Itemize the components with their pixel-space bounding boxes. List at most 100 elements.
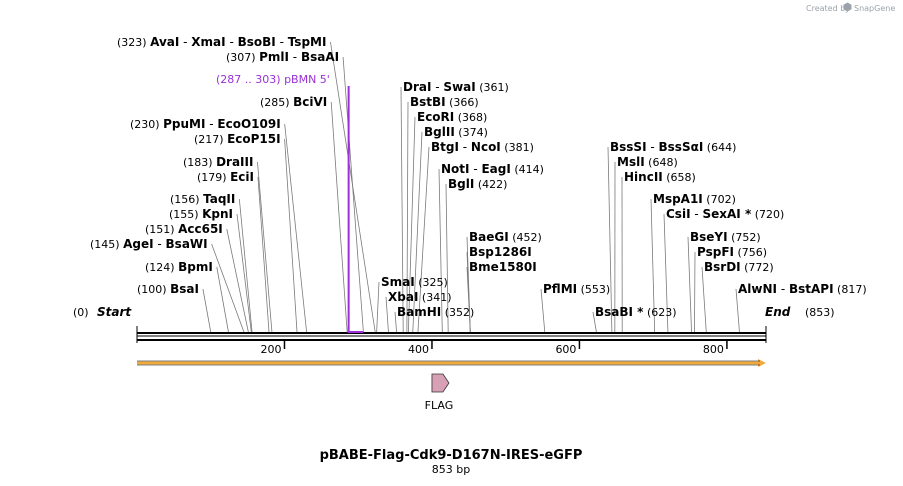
site-label-bcivi[interactable]: (285) BciVI xyxy=(260,95,327,109)
enzyme-name-ppumi-0: PpuMI xyxy=(163,117,205,131)
site-label-agei[interactable]: (145) AgeI - BsaWI xyxy=(90,237,208,251)
enzyme-name-csii-0: CsiI xyxy=(666,207,691,221)
credit-prefix: Created by xyxy=(806,4,850,13)
site-label-kpni[interactable]: (155) KpnI xyxy=(169,207,233,221)
leader-line-ppumi xyxy=(284,123,307,333)
end-label: End xyxy=(765,305,791,319)
leader-line-bme1580i xyxy=(466,266,471,333)
site-label-text-ecop15i: (217) EcoP15I xyxy=(194,132,281,146)
site-position-avai: (323) xyxy=(117,36,150,49)
enzyme-name-bssi-1: BssSαI xyxy=(659,140,704,154)
enzyme-name-bcivi-0: BciVI xyxy=(293,95,327,109)
site-label-bstbi[interactable]: BstBI (366) xyxy=(410,95,479,109)
site-label-text-draiii: (183) DraIII xyxy=(183,155,253,169)
ruler-tick-label-800: 800 xyxy=(703,343,724,356)
site-position-bpmi: (124) xyxy=(145,261,178,274)
site-label-alwni[interactable]: AlwNI - BstAPI (817) xyxy=(738,282,867,296)
site-separator: - xyxy=(470,162,482,176)
site-separator: - xyxy=(691,207,703,221)
site-position-pflmi: (553) xyxy=(577,283,610,296)
site-position-pmli: (307) xyxy=(226,51,259,64)
enzyme-name-avai-2: BsoBI xyxy=(238,35,276,49)
site-label-bamhi[interactable]: BamHI (352) xyxy=(397,305,474,319)
site-position-bssi: (644) xyxy=(703,141,736,154)
leader-line-bstbi xyxy=(406,101,409,333)
site-label-bme1580i[interactable]: Bme1580I xyxy=(469,260,537,274)
orf-arrowhead xyxy=(758,359,766,367)
site-label-bsp1286i[interactable]: Bsp1286I xyxy=(469,245,532,259)
enzyme-name-bsai-0: BsaI xyxy=(170,282,199,296)
leader-line-drai xyxy=(400,86,404,333)
site-label-text-baegi: BaeGI (452) xyxy=(469,230,542,244)
site-label-avai[interactable]: (323) AvaI - XmaI - BsoBI - TspMI xyxy=(117,35,326,49)
site-label-ppumi[interactable]: (230) PpuMI - EcoO109I xyxy=(130,117,281,131)
site-label-bgli[interactable]: BglI (422) xyxy=(448,177,507,191)
site-label-text-kpni: (155) KpnI xyxy=(169,207,233,221)
site-label-pmli[interactable]: (307) PmlI - BsaAI xyxy=(226,50,339,64)
site-label-hincii[interactable]: HincII (658) xyxy=(624,170,696,184)
site-leader-lines xyxy=(202,41,740,333)
site-label-mspa1i[interactable]: MspA1I (702) xyxy=(653,192,736,206)
credit-brand: SnapGene xyxy=(854,4,895,13)
site-label-noti[interactable]: NotI - EagI (414) xyxy=(441,162,544,176)
site-label-bglii[interactable]: BglII (374) xyxy=(424,125,488,139)
leader-line-bgli xyxy=(445,183,449,333)
site-label-ecop15i[interactable]: (217) EcoP15I xyxy=(194,132,281,146)
leader-line-btgi xyxy=(417,146,430,333)
site-position-ecii: (179) xyxy=(197,171,230,184)
enzyme-name-bpmi-0: BpmI xyxy=(178,260,213,274)
site-label-bpmi[interactable]: (124) BpmI xyxy=(145,260,213,274)
feature-flag[interactable]: FLAG xyxy=(425,373,454,412)
enzyme-name-noti-1: EagI xyxy=(481,162,510,176)
site-label-bsai[interactable]: (100) BsaI xyxy=(137,282,199,296)
site-label-drai[interactable]: DraI - SwaI (361) xyxy=(403,80,509,94)
enzyme-name-agei-0: AgeI xyxy=(123,237,153,251)
site-label-bsabi[interactable]: BsaBI * (623) xyxy=(595,305,677,319)
enzyme-name-ecori-0: EcoRI xyxy=(417,110,454,124)
orf-arrow[interactable] xyxy=(137,359,766,367)
site-label-pflmi[interactable]: PflMI (553) xyxy=(543,282,610,296)
site-position-bsai: (100) xyxy=(137,283,170,296)
site-label-pspfi[interactable]: PspFI (756) xyxy=(697,245,767,259)
site-label-csii[interactable]: CsiI - SexAI * (720) xyxy=(666,207,784,221)
enzyme-name-bsabi-0: BsaBI * xyxy=(595,305,644,319)
snapgene-logo-icon xyxy=(843,2,852,12)
site-label-ecori[interactable]: EcoRI (368) xyxy=(417,110,487,124)
plasmid-title: pBABE-Flag-Cdk9-D167N-IRES-eGFP xyxy=(320,448,583,463)
enzyme-name-baegi-0: BaeGI xyxy=(469,230,509,244)
site-separator: - xyxy=(431,80,443,94)
site-label-ecii[interactable]: (179) EciI xyxy=(197,170,254,184)
site-label-taqii[interactable]: (156) TaqII xyxy=(170,192,235,206)
site-label-smai[interactable]: SmaI (325) xyxy=(381,275,448,289)
site-label-text-noti: NotI - EagI (414) xyxy=(441,162,544,176)
site-label-acc65i[interactable]: (151) Acc65I xyxy=(145,222,223,236)
site-separator: - xyxy=(226,35,238,49)
leader-line-ecop15i xyxy=(284,138,298,333)
enzyme-name-pspfi-0: PspFI xyxy=(697,245,734,259)
leader-line-xbai xyxy=(385,296,389,333)
site-label-xbai[interactable]: XbaI (341) xyxy=(388,290,451,304)
primer-pbmn5[interactable]: (287 .. 303) pBMN 5' xyxy=(216,73,364,333)
site-separator: - xyxy=(777,282,789,296)
site-label-draiii[interactable]: (183) DraIII xyxy=(183,155,253,169)
site-label-btgi[interactable]: BtgI - NcoI (381) xyxy=(431,140,534,154)
site-label-text-bpmi: (124) BpmI xyxy=(145,260,213,274)
site-label-text-bgli: BglI (422) xyxy=(448,177,507,191)
site-position-acc65i: (151) xyxy=(145,223,178,236)
site-label-text-msli: MslI (648) xyxy=(617,155,678,169)
site-label-bsrdi[interactable]: BsrDI (772) xyxy=(704,260,774,274)
leader-line-bseyi xyxy=(687,236,692,333)
site-label-bseyi[interactable]: BseYI (752) xyxy=(690,230,761,244)
site-position-bseyi: (752) xyxy=(728,231,761,244)
flag-arrow-icon xyxy=(431,373,450,393)
site-separator: - xyxy=(205,117,217,131)
site-position-agei: (145) xyxy=(90,238,123,251)
site-label-msli[interactable]: MslI (648) xyxy=(617,155,678,169)
leader-line-ecori xyxy=(407,116,416,333)
site-label-bssi[interactable]: BssSI - BssSαI (644) xyxy=(610,140,736,154)
site-label-baegi[interactable]: BaeGI (452) xyxy=(469,230,542,244)
leader-line-bglii xyxy=(412,131,423,333)
site-position-bglii: (374) xyxy=(455,126,488,139)
enzyme-name-avai-0: AvaI xyxy=(150,35,179,49)
leader-line-kpni xyxy=(236,213,252,333)
